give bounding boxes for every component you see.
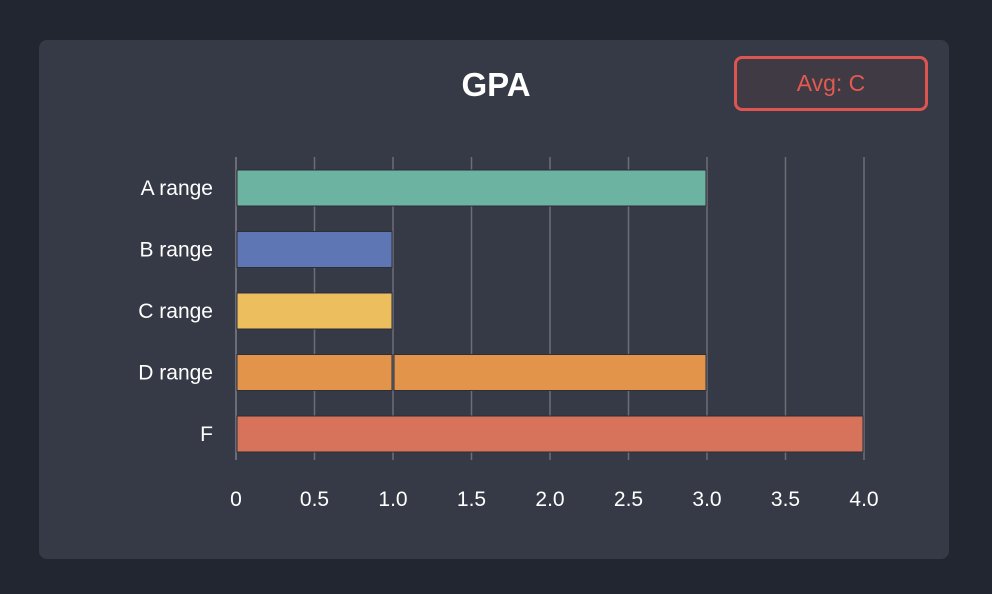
- x-tick-label: 2.5: [614, 488, 643, 511]
- x-tick-label: 2.0: [535, 488, 564, 511]
- x-tick-label: 3.0: [692, 488, 721, 511]
- bar-segment: [236, 415, 864, 453]
- x-tick-label: 1.0: [378, 488, 407, 511]
- chart-card: [39, 40, 949, 559]
- x-tick-label: 3.5: [771, 488, 800, 511]
- y-axis-labels: A range B range C range D range F: [138, 177, 213, 446]
- chart-title: GPA: [461, 66, 531, 103]
- x-tick-label: 1.5: [457, 488, 486, 511]
- bars: [236, 169, 864, 453]
- y-tick-label: B range: [139, 239, 213, 262]
- bar-segment: [236, 169, 707, 207]
- y-tick-label: A range: [141, 177, 213, 200]
- bar-segment: [236, 354, 393, 391]
- x-tick-label: 4.0: [849, 488, 878, 511]
- x-tick-label: 0: [230, 488, 242, 511]
- y-tick-label: F: [200, 423, 213, 446]
- x-tick-label: 0.5: [300, 488, 329, 511]
- y-tick-label: C range: [138, 300, 213, 323]
- y-tick-label: D range: [138, 362, 213, 385]
- average-badge: Avg: C: [734, 56, 928, 111]
- x-axis-labels: 0 0.5 1.0 1.5 2.0 2.5 3.0 3.5 4.0: [230, 488, 878, 511]
- bar-segment: [393, 354, 707, 391]
- bar-segment: [236, 292, 393, 330]
- bar-segment: [236, 231, 393, 268]
